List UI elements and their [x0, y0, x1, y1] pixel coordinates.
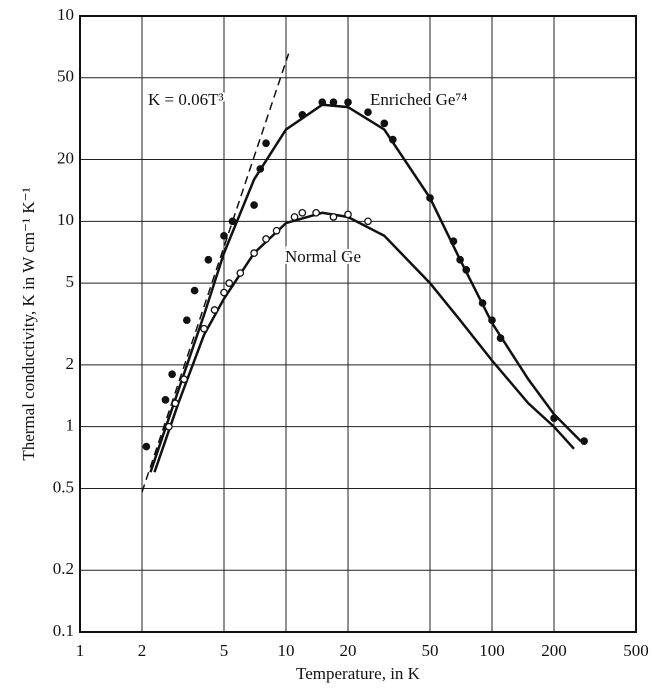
- data-point: [478, 299, 487, 307]
- data-point: [200, 324, 208, 333]
- data-point: [312, 208, 320, 217]
- y-tick-label: 2: [66, 354, 75, 373]
- data-point: [318, 98, 327, 107]
- data-point: [272, 226, 281, 235]
- data-point: [182, 316, 191, 325]
- x-tick-label: 10: [278, 641, 295, 660]
- y-axis-label: Thermal conductivity, K in W cm⁻¹ K⁻¹: [19, 187, 38, 460]
- data-point: [364, 108, 372, 117]
- data-point: [262, 235, 270, 243]
- x-tick-label: 2: [138, 641, 147, 660]
- data-point: [298, 111, 307, 119]
- data-point: [210, 306, 219, 314]
- y-tick-label: 10: [57, 210, 74, 229]
- data-point: [228, 217, 237, 226]
- data-point: [180, 375, 188, 384]
- data-point: [262, 139, 270, 148]
- data-point: [496, 334, 505, 342]
- y-tick-label: 0.1: [53, 621, 74, 640]
- data-point: [426, 194, 434, 202]
- data-point: [462, 266, 471, 274]
- data-point: [142, 442, 151, 451]
- data-point: [220, 288, 228, 297]
- data-point: [204, 255, 213, 264]
- x-axis-label: Temperature, in K: [296, 664, 421, 683]
- data-point: [190, 286, 199, 295]
- x-tick-label: 50: [421, 641, 438, 660]
- plot-frame: [79, 15, 637, 633]
- data-point: [236, 269, 245, 277]
- data-point: [250, 201, 258, 209]
- data-point: [290, 213, 299, 221]
- data-point: [165, 422, 173, 431]
- x-tick-label: 100: [479, 641, 505, 660]
- series-label: Normal Ge: [285, 247, 361, 266]
- data-point: [388, 135, 397, 144]
- y-tick-label: 0.2: [53, 559, 74, 578]
- data-point: [364, 217, 372, 226]
- y-tick-label: 1: [66, 416, 75, 435]
- series-label: Enriched Ge⁷⁴: [370, 90, 467, 109]
- series-label: K = 0.06T³: [148, 90, 224, 109]
- y-tick-label: 5: [66, 272, 75, 291]
- curve: [149, 103, 582, 473]
- data-point: [344, 98, 352, 107]
- y-tick-label: 10: [57, 5, 74, 24]
- data-point: [250, 249, 258, 257]
- data-point: [225, 279, 234, 287]
- x-tick-label: 20: [340, 641, 357, 660]
- x-tick-label: 5: [220, 641, 229, 660]
- x-tick-label: 1: [76, 641, 85, 660]
- data-point: [344, 210, 352, 219]
- data-point: [168, 370, 176, 379]
- x-tick-label: 200: [541, 641, 567, 660]
- y-tick-label: 0.5: [53, 477, 74, 496]
- data-point: [329, 213, 338, 221]
- data-point: [449, 237, 458, 246]
- data-point: [220, 231, 228, 240]
- data-point: [329, 98, 338, 107]
- y-tick-label: 20: [57, 148, 74, 167]
- data-point: [161, 396, 170, 404]
- data-point: [298, 208, 307, 217]
- data-point: [256, 165, 265, 173]
- curve: [153, 211, 575, 473]
- data-point: [456, 255, 464, 264]
- y-tick-label: 50: [57, 67, 74, 86]
- x-tick-label: 500: [623, 641, 649, 660]
- data-point: [488, 316, 496, 325]
- data-point: [550, 414, 558, 423]
- data-point: [580, 437, 588, 446]
- data-point: [380, 119, 389, 128]
